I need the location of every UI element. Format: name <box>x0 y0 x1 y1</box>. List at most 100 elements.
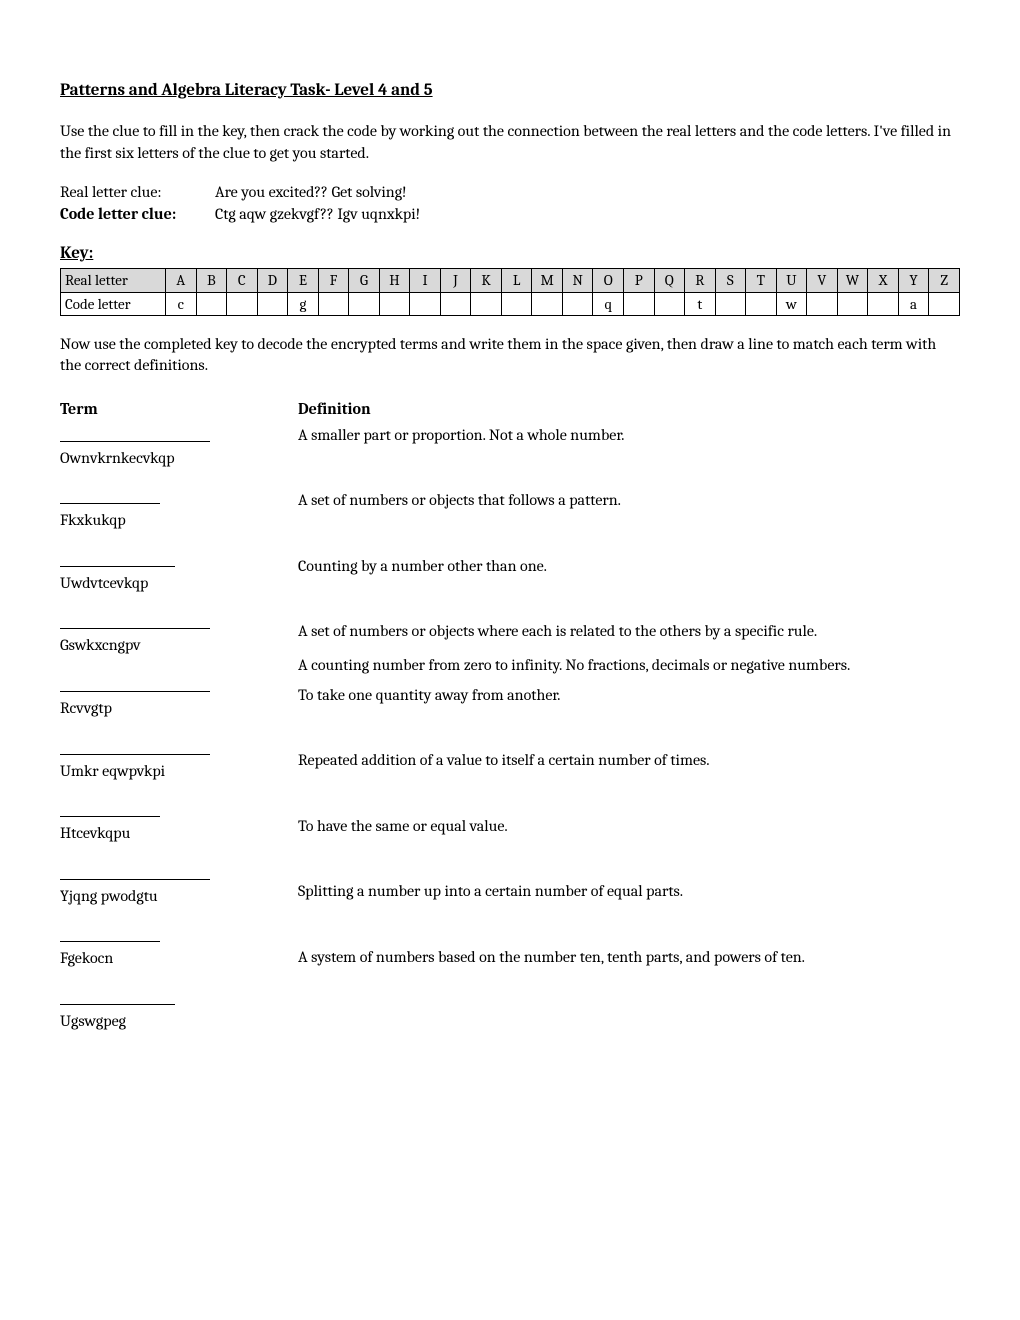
key-code-letter <box>440 292 471 315</box>
key-code-letter <box>623 292 654 315</box>
key-code-letter <box>471 292 502 315</box>
term-answer-line <box>60 925 160 942</box>
key-code-letter: q <box>593 292 624 315</box>
key-real-letter: Q <box>654 269 685 292</box>
term-answer-line <box>60 612 210 629</box>
key-real-letter: I <box>410 269 441 292</box>
definition-item: To have the same or equal value. <box>298 816 960 838</box>
key-row-real-label: Real letter <box>61 269 166 292</box>
key-real-letter: H <box>379 269 410 292</box>
key-real-letter: X <box>868 269 899 292</box>
term-code: Ugswgpeg <box>60 1011 298 1033</box>
key-heading: Key: <box>60 243 960 266</box>
key-code-letter: a <box>898 292 929 315</box>
key-code-letter <box>715 292 746 315</box>
term-entry: Fgekocn <box>60 925 298 970</box>
term-answer-line <box>60 550 175 567</box>
key-code-letter: t <box>685 292 716 315</box>
key-code-letter <box>532 292 563 315</box>
definition-item: Splitting a number up into a certain num… <box>298 881 960 903</box>
term-column: Term Ownvkrnkecvkqp Fkxkukqp Uwdvtcevkqp Gs… <box>60 399 298 1051</box>
term-answer-line <box>60 487 160 504</box>
definition-item: A smaller part or proportion. Not a whol… <box>298 425 960 447</box>
term-code: Fkxkukqp <box>60 510 298 532</box>
definition-item: Counting by a number other than one. <box>298 556 960 578</box>
term-entry: Uwdvtcevkqp <box>60 550 298 595</box>
definition-item: Repeated addition of a value to itself a… <box>298 750 960 772</box>
term-entry: Fkxkukqp <box>60 487 298 532</box>
term-code: Gswkxcngpv <box>60 635 298 657</box>
key-code-letter <box>807 292 838 315</box>
intro-text: Use the clue to fill in the key, then cr… <box>60 121 960 164</box>
key-real-letter: R <box>685 269 716 292</box>
term-code: Ownvkrnkecvkqp <box>60 448 298 470</box>
definition-item: A set of numbers or objects that follows… <box>298 490 960 512</box>
key-code-letter: w <box>776 292 807 315</box>
key-code-letter <box>837 292 868 315</box>
key-code-letter <box>227 292 258 315</box>
term-answer-line <box>60 988 175 1005</box>
key-code-letter <box>349 292 380 315</box>
definition-column: Definition A smaller part or proportion.… <box>298 399 960 1051</box>
key-code-letter <box>562 292 593 315</box>
term-answer-line <box>60 675 210 692</box>
key-code-letter <box>868 292 899 315</box>
key-real-letter: P <box>623 269 654 292</box>
code-clue-label: Code letter clue: <box>60 204 215 226</box>
term-definition-columns: Term Ownvkrnkecvkqp Fkxkukqp Uwdvtcevkqp Gs… <box>60 399 960 1051</box>
real-clue-label: Real letter clue: <box>60 182 215 204</box>
key-real-letter: G <box>349 269 380 292</box>
term-code: Htcevkqpu <box>60 823 298 845</box>
term-code: Umkr eqwpvkpi <box>60 761 298 783</box>
key-real-letter: D <box>257 269 288 292</box>
term-entry: Yjqng pwodgtu <box>60 863 298 908</box>
key-code-letter <box>746 292 777 315</box>
key-real-letter: S <box>715 269 746 292</box>
key-real-letter: N <box>562 269 593 292</box>
key-real-letter: L <box>501 269 532 292</box>
term-answer-line <box>60 425 210 442</box>
definition-item: A system of numbers based on the number … <box>298 947 960 969</box>
key-real-letter: E <box>288 269 319 292</box>
term-code: Yjqng pwodgtu <box>60 886 298 908</box>
key-code-letter <box>257 292 288 315</box>
term-heading: Term <box>60 399 298 421</box>
key-table: Real letter ABCDEFGHIJKLMNOPQRSTUVWXYZ C… <box>60 268 960 316</box>
key-code-letter <box>379 292 410 315</box>
term-code: Fgekocn <box>60 948 298 970</box>
definition-item: A counting number from zero to infinity.… <box>298 655 960 677</box>
key-code-letter <box>318 292 349 315</box>
term-entry: Htcevkqpu <box>60 800 298 845</box>
key-real-letter: V <box>807 269 838 292</box>
code-clue-text: Ctg aqw gzekvgf?? Igv uqnxkpi! <box>215 204 420 226</box>
page-title: Patterns and Algebra Literacy Task- Leve… <box>60 80 960 103</box>
key-code-letter <box>196 292 227 315</box>
term-entry: Ownvkrnkecvkqp <box>60 425 298 470</box>
key-row-code-label: Code letter <box>61 292 166 315</box>
key-real-letter: T <box>746 269 777 292</box>
key-real-letter: Z <box>929 269 960 292</box>
term-code: Rcvvgtp <box>60 698 298 720</box>
term-entry: Rcvvgtp <box>60 675 298 720</box>
key-real-letter: K <box>471 269 502 292</box>
key-code-letter <box>929 292 960 315</box>
term-entry: Umkr eqwpvkpi <box>60 738 298 783</box>
instruction-text: Now use the completed key to decode the … <box>60 334 960 377</box>
key-code-letter <box>501 292 532 315</box>
key-real-letter: J <box>440 269 471 292</box>
key-code-letter <box>654 292 685 315</box>
definition-item: A set of numbers or objects where each i… <box>298 621 960 643</box>
term-entry: Ugswgpeg <box>60 988 298 1033</box>
term-entry: Gswkxcngpv <box>60 612 298 657</box>
key-real-letter: Y <box>898 269 929 292</box>
key-code-letter: c <box>166 292 197 315</box>
key-row-code: Code letter cgqtwa <box>61 292 960 315</box>
definition-heading: Definition <box>298 399 960 421</box>
term-answer-line <box>60 800 160 817</box>
key-real-letter: O <box>593 269 624 292</box>
key-real-letter: A <box>166 269 197 292</box>
key-real-letter: C <box>227 269 258 292</box>
clue-block: Real letter clue: Are you excited?? Get … <box>60 182 960 225</box>
key-code-letter <box>410 292 441 315</box>
term-code: Uwdvtcevkqp <box>60 573 298 595</box>
